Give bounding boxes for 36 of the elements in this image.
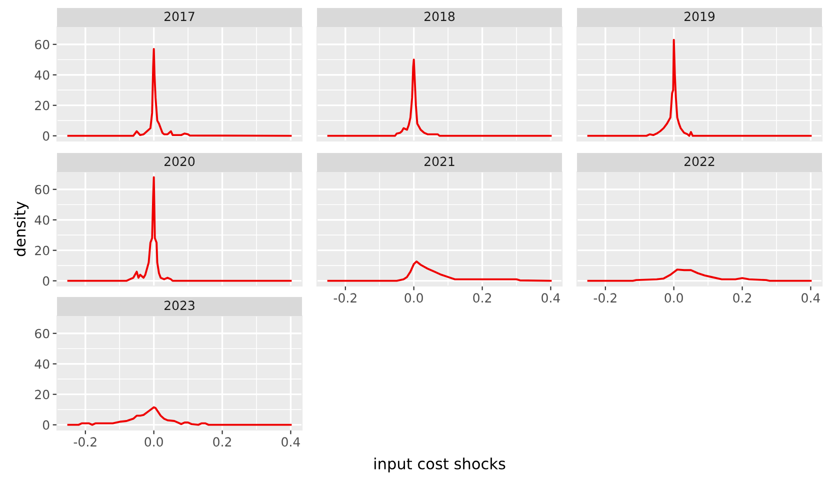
- x-tick-label: 0.0: [144, 437, 163, 447]
- y-tick-label: 0: [42, 276, 50, 286]
- chart-title: 2019: [684, 12, 715, 22]
- y-tick-label: 40: [34, 215, 50, 225]
- y-axis-title: density: [14, 201, 29, 256]
- y-tick-label: 20: [35, 100, 50, 110]
- y-tick-label: 20: [35, 246, 50, 256]
- x-tick-label: 0.4: [282, 437, 300, 447]
- chart-title: 2022: [684, 156, 714, 166]
- x-tick-label: -0.2: [334, 293, 356, 303]
- x-tick-label: -0.2: [74, 437, 96, 447]
- y-tick-label: 60: [35, 328, 50, 338]
- line-series: [67, 48, 292, 137]
- line-series: [67, 406, 292, 426]
- x-tick-label: 0.2: [473, 293, 491, 303]
- y-tick-label: 40: [34, 359, 50, 369]
- y-tick-label: 60: [35, 40, 50, 50]
- chart-title: 2020: [164, 156, 195, 166]
- chart-title: 2018: [424, 12, 455, 22]
- y-tick-label: 40: [34, 70, 50, 80]
- y-tick-label: 0: [42, 420, 50, 430]
- x-tick-label: -0.2: [594, 293, 616, 303]
- line-series: [67, 176, 292, 282]
- y-tick-label: 20: [35, 390, 50, 400]
- chart-title: 2021: [424, 156, 454, 166]
- chart-title: 2023: [164, 300, 194, 310]
- x-axis-title: input cost shocks: [374, 458, 506, 472]
- x-tick-label: 0.2: [213, 437, 231, 447]
- x-tick-label: 0.4: [542, 293, 560, 303]
- y-tick-label: 0: [42, 131, 50, 141]
- x-tick-label: 0.0: [404, 293, 423, 303]
- y-tick-label: 60: [35, 184, 50, 194]
- chart-title: 2017: [164, 12, 194, 22]
- x-tick-label: 0.2: [733, 293, 751, 303]
- x-tick-label: 0.0: [664, 293, 683, 303]
- x-tick-label: 0.4: [802, 293, 820, 303]
